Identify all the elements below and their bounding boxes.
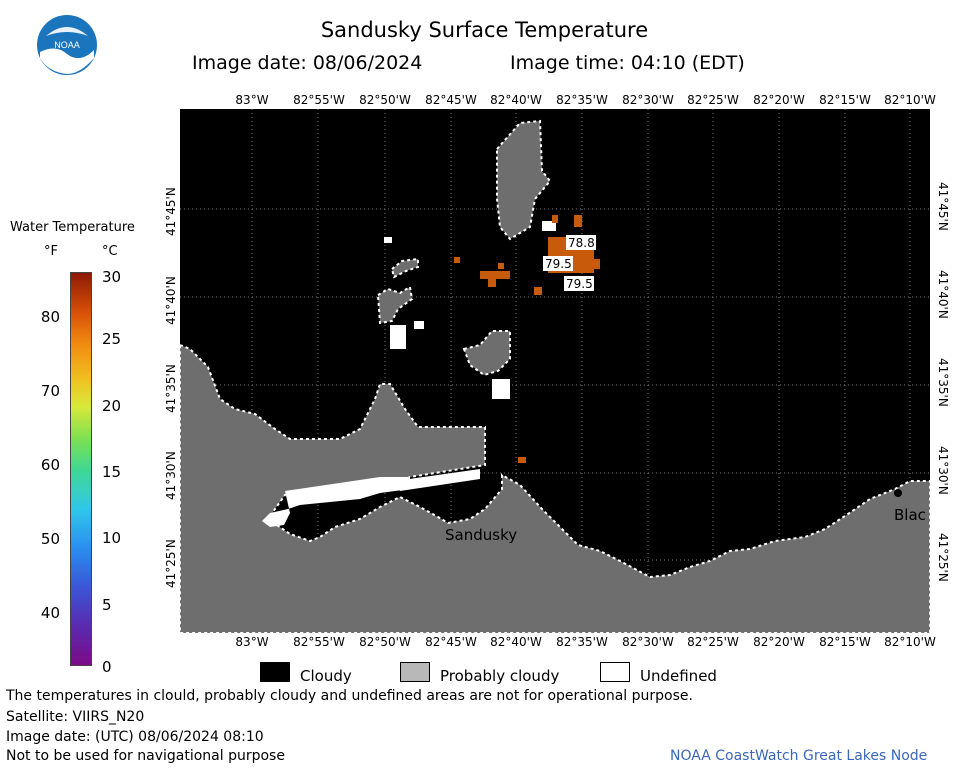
lon-label-bottom: 82°40'W <box>490 635 542 649</box>
legend-unit-f: °F <box>44 244 58 259</box>
place-label-sandusky: Sandusky <box>445 526 517 544</box>
temp-reading: 79.5 <box>543 256 573 271</box>
colorbar-tick-f: 40 <box>40 604 60 622</box>
colorbar-tick-c: 10 <box>102 529 122 547</box>
lon-label-top: 82°20'W <box>753 93 805 107</box>
lat-label-right: 41°25'N <box>936 533 950 582</box>
lat-label-left: 41°25'N <box>164 539 178 588</box>
colorbar-tick-f: 70 <box>40 382 60 400</box>
key-probably-cloudy-label: Probably cloudy <box>440 667 560 685</box>
lat-label-left: 41°45'N <box>164 187 178 236</box>
lon-label-bottom: 82°20'W <box>753 635 805 649</box>
island-middle <box>462 330 511 377</box>
undefined-area <box>384 237 392 243</box>
lat-label-left: 41°40'N <box>164 276 178 325</box>
lon-label-bottom: 82°15'W <box>819 635 871 649</box>
svg-text:79.5: 79.5 <box>566 277 593 291</box>
lon-label-bottom: 83°W <box>235 635 269 649</box>
lon-label-bottom: 82°45'W <box>425 635 477 649</box>
legend-unit-c: °C <box>102 244 118 259</box>
temperature-map: 78.8 79.5 79.5 Sandusky Blac <box>179 109 931 634</box>
lon-label-top: 82°50'W <box>359 93 411 107</box>
svg-text:78.8: 78.8 <box>568 236 595 250</box>
colorbar-tick-c: 25 <box>102 330 122 348</box>
colorbar-tick-c: 5 <box>102 596 112 614</box>
colorbar-tick-c: 20 <box>102 397 122 415</box>
undefined-area <box>395 469 480 491</box>
mainland <box>179 343 931 634</box>
lat-label-left: 41°30'N <box>164 451 178 500</box>
place-label-blac: Blac <box>894 506 926 524</box>
lat-label-right: 41°35'N <box>936 358 950 407</box>
lon-label-top: 82°45'W <box>425 93 477 107</box>
lon-label-top: 82°30'W <box>622 93 674 107</box>
key-cloudy-swatch <box>260 662 290 682</box>
noaa-logo: NOAA <box>36 14 98 76</box>
key-probably-cloudy-swatch <box>400 662 430 682</box>
lat-label-left: 41°35'N <box>164 364 178 413</box>
footer-utc-date: Image date: (UTC) 08/06/2024 08:10 <box>6 729 264 745</box>
lon-label-top: 82°15'W <box>819 93 871 107</box>
island-small <box>390 257 419 279</box>
lon-label-bottom: 82°35'W <box>556 635 608 649</box>
lon-label-top: 83°W <box>235 93 269 107</box>
lon-label-top: 82°25'W <box>687 93 739 107</box>
lon-label-bottom: 82°10'W <box>884 635 936 649</box>
key-undefined-swatch <box>600 662 630 682</box>
colorbar-tick-c: 30 <box>102 268 122 286</box>
undefined-area <box>492 379 510 399</box>
lon-label-bottom: 82°30'W <box>622 635 674 649</box>
lon-label-bottom: 82°55'W <box>293 635 345 649</box>
island-north <box>496 119 552 241</box>
lon-label-bottom: 82°25'W <box>687 635 739 649</box>
lon-label-top: 82°40'W <box>490 93 542 107</box>
image-time-label: Image time: 04:10 (EDT) <box>510 52 745 74</box>
image-date-label: Image date: 08/06/2024 <box>192 52 423 74</box>
lon-label-bottom: 82°50'W <box>359 635 411 649</box>
map-title: Sandusky Surface Temperature <box>320 18 649 42</box>
footer-disclaimer: The temperatures in clould, probably clo… <box>6 688 693 704</box>
colorbar-tick-f: 80 <box>40 308 60 326</box>
undefined-area <box>262 477 410 527</box>
undefined-area <box>542 221 556 231</box>
colorbar-tick-c: 15 <box>102 463 122 481</box>
lat-label-right: 41°30'N <box>936 446 950 495</box>
island-west <box>376 285 414 325</box>
place-marker <box>894 489 902 497</box>
lon-label-top: 82°35'W <box>556 93 608 107</box>
colorbar-tick-c: 0 <box>102 658 112 676</box>
lon-label-top: 82°55'W <box>293 93 345 107</box>
temperature-colorbar <box>70 272 92 666</box>
lat-label-right: 41°40'N <box>936 270 950 319</box>
undefined-area <box>414 321 424 329</box>
legend-title: Water Temperature <box>10 220 135 235</box>
temp-reading: 79.5 <box>564 276 594 291</box>
key-cloudy-label: Cloudy <box>300 667 352 685</box>
svg-text:79.5: 79.5 <box>545 257 572 271</box>
footer-nav-warning: Not to be used for navigational purpose <box>6 748 285 764</box>
key-undefined-label: Undefined <box>640 667 717 685</box>
lat-label-right: 41°45'N <box>936 182 950 231</box>
logo-text: NOAA <box>54 40 80 50</box>
footer-satellite: Satellite: VIIRS_N20 <box>6 709 145 725</box>
undefined-area <box>390 325 406 349</box>
credit-link[interactable]: NOAA CoastWatch Great Lakes Node <box>670 748 928 764</box>
lon-label-top: 82°10'W <box>884 93 936 107</box>
colorbar-tick-f: 50 <box>40 530 60 548</box>
temp-reading: 78.8 <box>566 235 596 250</box>
colorbar-tick-f: 60 <box>40 456 60 474</box>
